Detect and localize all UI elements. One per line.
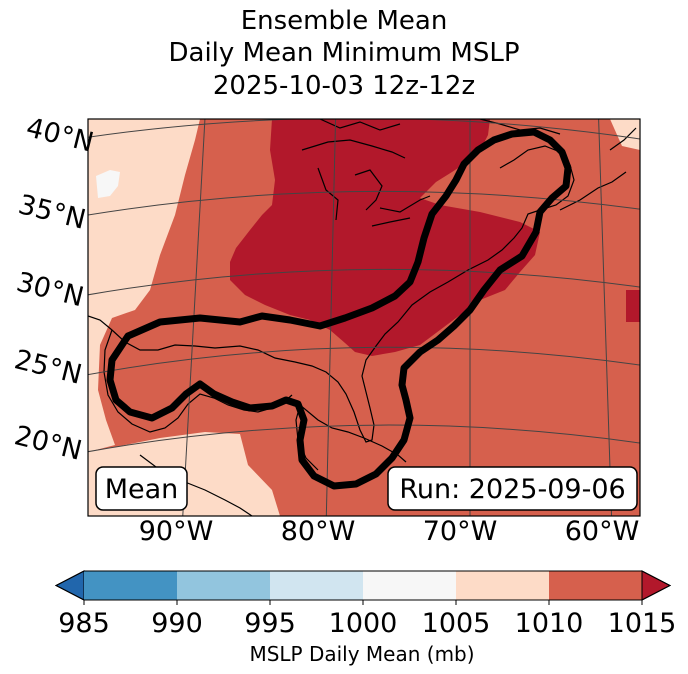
mean-box [95,466,188,511]
colorbar-over-arrow [641,570,672,601]
colorbar-tick-label: 1015 [608,608,677,639]
run-box-text: Run: 2025-09-06 [399,474,625,505]
title-line-2: Daily Mean Minimum MSLP [168,38,520,68]
gulf-coast [88,145,575,443]
field-over-1015 [230,119,540,356]
title-line-3: 2025-10-03 12z-12z [212,71,476,101]
field-over-1015-east [626,290,640,322]
colorbar-segment [84,571,177,600]
colorbar-tick-label: 1000 [329,608,398,639]
parallel-25 [88,346,640,376]
field-1000-1005-patch [96,170,120,198]
pressure-field [88,119,640,516]
nova-scotia [559,127,637,211]
colorbar: 985 990 995 1000 1005 1010 1015 [54,570,677,639]
lon-label-80: 80°W [281,516,356,547]
parallel-40 [88,119,640,140]
parallel-30 [88,268,640,296]
field-1005-1010-west [88,119,200,452]
colorbar-segment [456,571,549,600]
mean-contour [106,128,572,490]
colorbar-tick-label: 995 [244,608,296,639]
parallel-20 [88,424,640,453]
lat-label-25: 25°N [11,344,85,391]
field-1005-1010-east-strip [610,119,640,150]
lon-label-60: 60°W [565,516,640,547]
lon-label-90: 90°W [139,516,214,547]
title-line-1: Ensemble Mean [240,6,448,36]
lon-label-70: 70°W [423,516,498,547]
colorbar-under-arrow [54,570,85,601]
colorbar-segment [549,571,642,600]
lat-label-20: 20°N [11,420,85,467]
parallel-35 [88,190,640,216]
lat-label-35: 35°N [15,189,89,236]
mexico-coast [103,329,293,433]
meridian-90 [182,119,206,516]
run-box [387,466,638,511]
colorbar-tick-label: 985 [58,608,110,639]
colorbar-segment [177,571,270,600]
mean-box-text: Mean [105,474,179,505]
great-lakes [301,139,431,227]
meridian-80 [325,119,337,516]
meridian-60 [598,119,613,516]
colorbar-segment [270,571,363,600]
graticule [88,119,640,516]
lat-label-40: 40°N [23,112,97,159]
colorbar-tick-label: 1010 [515,608,584,639]
colorbar-segment [363,571,456,600]
lat-label-30: 30°N [13,267,87,314]
colorbar-tick-label: 1005 [422,608,491,639]
map-border [87,118,641,517]
colorbar-label: MSLP Daily Mean (mb) [249,642,474,666]
colorbar-tick-label: 990 [151,608,203,639]
